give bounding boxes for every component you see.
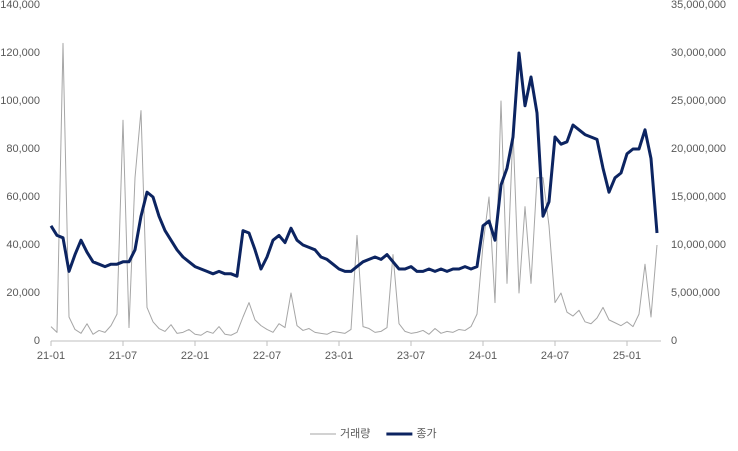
y2-tick-label: 15,000,000 (671, 191, 726, 203)
x-tick-label: 25-01 (613, 350, 641, 362)
x-tick-label: 24-01 (469, 350, 497, 362)
y2-tick-label: 0 (671, 335, 677, 347)
x-tick-label: 21-07 (109, 350, 137, 362)
y-tick-label: 100,000 (0, 95, 40, 107)
y2-tick-label: 30,000,000 (671, 47, 726, 59)
y-tick-label: 60,000 (6, 191, 40, 203)
x-tick-label: 23-01 (325, 350, 353, 362)
x-tick-label: 24-07 (541, 350, 569, 362)
y-tick-label: 120,000 (0, 47, 40, 59)
x-tick-label: 22-01 (181, 350, 209, 362)
y-tick-label: 0 (34, 335, 40, 347)
y-tick-label: 140,000 (0, 0, 40, 11)
x-tick-label: 22-07 (253, 350, 281, 362)
y2-tick-label: 25,000,000 (671, 95, 726, 107)
y2-tick-label: 5,000,000 (671, 287, 720, 299)
y2-tick-label: 20,000,000 (671, 143, 726, 155)
legend-label: 거래량 (340, 427, 370, 440)
x-tick-label: 23-07 (397, 350, 425, 362)
series-line (49, 51, 659, 278)
legend-label: 종가 (416, 427, 436, 440)
y-tick-label: 20,000 (6, 287, 40, 299)
y2-tick-label: 35,000,000 (671, 0, 726, 11)
y-tick-label: 80,000 (6, 143, 40, 155)
y2-tick-label: 10,000,000 (671, 239, 726, 251)
series-line (50, 42, 658, 336)
x-tick-label: 21-01 (37, 350, 65, 362)
y-tick-label: 40,000 (6, 239, 40, 251)
